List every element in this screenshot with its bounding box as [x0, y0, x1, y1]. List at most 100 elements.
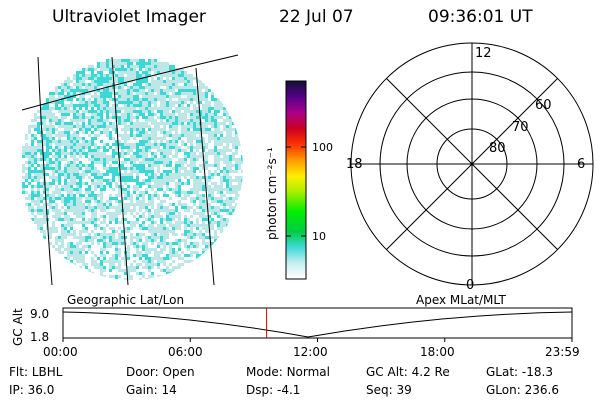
uv-pixel [91, 218, 94, 221]
uv-pixel [220, 209, 223, 212]
uv-pixel [154, 86, 157, 89]
uv-pixel [136, 164, 139, 167]
uv-pixel [229, 203, 232, 206]
uv-pixel [166, 170, 169, 173]
uv-pixel [121, 80, 124, 83]
uv-pixel [28, 146, 31, 149]
uv-pixel [202, 218, 205, 221]
uv-pixel [172, 215, 175, 218]
uv-pixel [130, 74, 133, 77]
uv-pixel [61, 245, 64, 248]
uv-pixel [85, 239, 88, 242]
uv-pixel [226, 182, 229, 185]
uv-pixel [52, 149, 55, 152]
uv-pixel [79, 230, 82, 233]
uv-pixel [163, 152, 166, 155]
uv-pixel [106, 62, 109, 65]
uv-pixel [214, 134, 217, 137]
uv-pixel [217, 107, 220, 110]
uv-pixel [172, 104, 175, 107]
uv-pixel [139, 110, 142, 113]
uv-pixel [49, 176, 52, 179]
uv-pixel [196, 254, 199, 257]
uv-pixel [178, 254, 181, 257]
uv-pixel [139, 113, 142, 116]
status-gc-alt: GC Alt: 4.2 Re [366, 365, 450, 379]
uv-pixel [193, 179, 196, 182]
uv-pixel [139, 236, 142, 239]
uv-pixel [133, 155, 136, 158]
uv-pixel [136, 92, 139, 95]
uv-pixel [85, 131, 88, 134]
uv-pixel [100, 206, 103, 209]
uv-pixel [193, 197, 196, 200]
uv-pixel [145, 140, 148, 143]
uv-pixel [88, 116, 91, 119]
uv-pixel [145, 188, 148, 191]
uv-pixel [133, 209, 136, 212]
uv-pixel [85, 143, 88, 146]
uv-pixel [130, 98, 133, 101]
uv-pixel [217, 206, 220, 209]
uv-pixel [148, 215, 151, 218]
uv-pixel [202, 182, 205, 185]
uv-pixel [184, 92, 187, 95]
uv-pixel [52, 227, 55, 230]
uv-pixel [82, 89, 85, 92]
uv-pixel [34, 116, 37, 119]
uv-pixel [205, 236, 208, 239]
uv-pixel [166, 131, 169, 134]
uv-pixel [178, 248, 181, 251]
uv-pixel [55, 140, 58, 143]
uv-pixel [130, 134, 133, 137]
uv-pixel [184, 158, 187, 161]
uv-pixel [232, 209, 235, 212]
uv-pixel [61, 95, 64, 98]
uv-pixel [235, 203, 238, 206]
uv-pixel [157, 92, 160, 95]
uv-pixel [151, 122, 154, 125]
uv-pixel [181, 164, 184, 167]
uv-pixel [163, 209, 166, 212]
uv-pixel [127, 257, 130, 260]
uv-pixel [205, 128, 208, 131]
uv-pixel [79, 233, 82, 236]
uv-pixel [130, 71, 133, 74]
uv-pixel [151, 152, 154, 155]
uv-pixel [193, 122, 196, 125]
uv-pixel [139, 140, 142, 143]
uv-pixel [190, 89, 193, 92]
uv-pixel [148, 263, 151, 266]
uv-pixel [145, 146, 148, 149]
uv-pixel [208, 191, 211, 194]
uv-pixel [124, 107, 127, 110]
uv-pixel [121, 155, 124, 158]
uv-pixel [100, 233, 103, 236]
uv-pixel [85, 206, 88, 209]
uv-pixel [217, 101, 220, 104]
uv-pixel [220, 197, 223, 200]
uv-pixel [157, 95, 160, 98]
uv-pixel [31, 218, 34, 221]
uv-pixel [52, 245, 55, 248]
uv-pixel [61, 110, 64, 113]
uv-pixel [217, 212, 220, 215]
uv-pixel [46, 191, 49, 194]
uv-pixel [184, 221, 187, 224]
uv-pixel [151, 227, 154, 230]
uv-pixel [88, 101, 91, 104]
uv-pixel [127, 272, 130, 275]
uv-pixel [175, 125, 178, 128]
uv-pixel [145, 80, 148, 83]
uv-pixel [73, 74, 76, 77]
uv-pixel [40, 194, 43, 197]
uv-pixel [226, 212, 229, 215]
uv-pixel [124, 62, 127, 65]
uv-pixel [169, 149, 172, 152]
uv-pixel [76, 206, 79, 209]
uv-pixel [235, 194, 238, 197]
uv-pixel [58, 248, 61, 251]
uv-pixel [190, 227, 193, 230]
uv-pixel [202, 131, 205, 134]
uv-pixel [220, 104, 223, 107]
